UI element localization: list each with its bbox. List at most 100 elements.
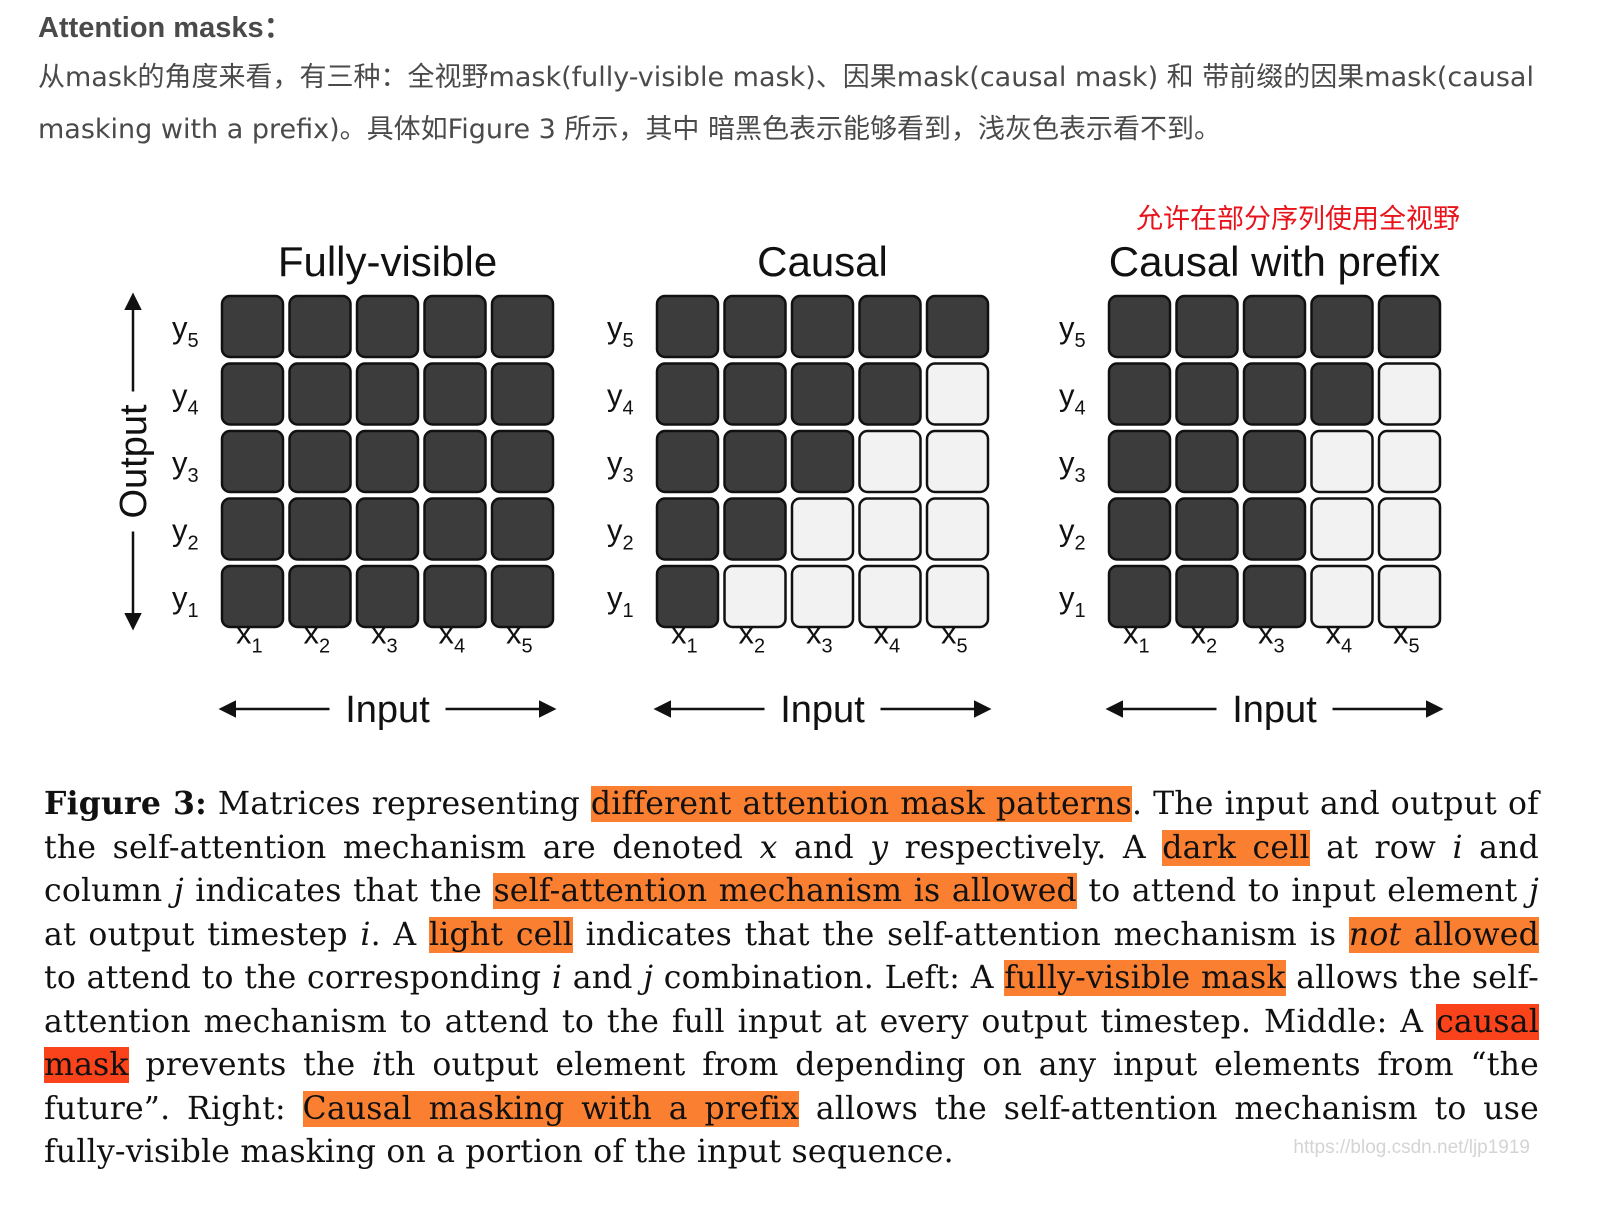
axis-tick-label: y3 — [1059, 445, 1086, 487]
mask-cell-dark — [1107, 294, 1172, 359]
mask-cell-dark — [1107, 429, 1172, 494]
mask-cell-dark — [1175, 564, 1239, 629]
mask-cell-dark — [1242, 497, 1307, 561]
mask-panel: Causal y5 y4 y3 y2 y1 x1 x2 x3 x4 x5 Input — [607, 238, 992, 731]
mask-cell-dark — [288, 362, 352, 426]
mask-cell-dark — [288, 497, 352, 561]
panel-title: Causal with prefix — [1109, 238, 1440, 285]
mask-cell-light — [858, 497, 922, 561]
axis-tick-label: x5 — [1393, 616, 1420, 658]
input-axis-label: Input — [345, 689, 430, 731]
mask-cell-dark — [1107, 497, 1172, 561]
mask-cell-dark — [723, 294, 787, 359]
mask-cell-dark — [490, 294, 555, 359]
mask-cell-dark — [288, 429, 352, 494]
panel-title: Causal — [757, 238, 888, 285]
mask-cell-light — [1310, 564, 1374, 629]
mask-cell-dark — [1310, 294, 1374, 359]
axis-tick-label: y4 — [172, 378, 199, 420]
highlight: different attention mask patterns — [590, 786, 1132, 822]
mask-cell-light — [925, 564, 990, 629]
mask-cell-dark — [490, 564, 555, 629]
axis-tick-label: y3 — [172, 445, 199, 487]
highlight: Causal masking with a prefix — [302, 1090, 800, 1127]
axis-tick-label: x1 — [236, 616, 263, 658]
mask-cell-dark — [355, 429, 420, 494]
watermark: https://blog.csdn.net/ljp1919 — [1293, 1137, 1530, 1158]
mask-cell-light — [790, 564, 855, 629]
mask-cell-light — [1377, 497, 1442, 561]
highlight: not allowed — [1348, 916, 1540, 953]
mask-cell-dark — [220, 294, 285, 359]
mask-cell-dark — [355, 564, 420, 629]
mask-cell-light — [1310, 429, 1374, 494]
highlight: self-attention mechanism is allowed — [493, 873, 1077, 909]
mask-cell-dark — [790, 294, 855, 359]
axis-tick-label: x2 — [304, 616, 331, 658]
axis-tick-label: y5 — [607, 310, 634, 352]
mask-cell-dark — [655, 564, 720, 629]
axis-tick-label: x4 — [439, 616, 466, 658]
mask-cell-dark — [1107, 564, 1172, 629]
mask-cell-dark — [790, 429, 855, 494]
mask-cell-dark — [355, 497, 420, 561]
axis-tick-label: x1 — [671, 616, 698, 658]
mask-cell-dark — [925, 294, 990, 359]
mask-cell-dark — [1175, 497, 1239, 561]
mask-cell-dark — [655, 362, 720, 426]
attention-mask-figure: 允许在部分序列使用全视野 Fully-visible y5 y4 y3 y2 y1 x1 x2… — [113, 204, 1460, 731]
mask-cell-dark — [355, 294, 420, 359]
mask-cell-light — [1310, 497, 1374, 561]
mask-cell-dark — [423, 294, 487, 359]
axis-tick-label: y1 — [1059, 580, 1086, 622]
mask-cell-dark — [490, 497, 555, 561]
mask-cell-dark — [858, 294, 922, 359]
axis-tick-label: y1 — [172, 580, 199, 622]
section-title: Attention masks： — [38, 12, 293, 44]
mask-cell-dark — [1175, 429, 1239, 494]
mask-cell-dark — [220, 564, 285, 629]
section-header: Attention masks： 从mask的角度来看，有三种：全视野mask(… — [38, 8, 1578, 156]
axis-tick-label: x2 — [1191, 616, 1218, 658]
mask-cell-dark — [655, 429, 720, 494]
mask-cell-dark — [423, 429, 487, 494]
mask-cell-light — [790, 497, 855, 561]
mask-cell-light — [858, 429, 922, 494]
mask-cell-dark — [858, 362, 922, 426]
input-axis-label: Input — [780, 689, 865, 731]
output-axis-label: Output — [113, 404, 155, 519]
mask-cell-dark — [490, 429, 555, 494]
axis-tick-label: y2 — [1059, 513, 1086, 555]
mask-cell-dark — [288, 564, 352, 629]
mask-cell-dark — [723, 497, 787, 561]
highlight: dark cell — [1162, 829, 1310, 866]
mask-cell-light — [925, 497, 990, 561]
mask-cell-dark — [490, 362, 555, 426]
mask-cell-light — [925, 362, 990, 426]
mask-cell-dark — [1175, 362, 1239, 426]
mask-cell-dark — [790, 362, 855, 426]
axis-tick-label: x5 — [506, 616, 533, 658]
axis-tick-label: x3 — [806, 616, 833, 658]
axis-tick-label: x2 — [739, 616, 766, 658]
mask-cell-dark — [1242, 564, 1307, 629]
mask-panel: Fully-visible y5 y4 y3 y2 y1 x1 x2 x3 x4 x5 Input Ou… — [113, 238, 557, 731]
axis-tick-label: x4 — [1326, 616, 1353, 658]
mask-cell-dark — [1377, 294, 1442, 359]
mask-cell-dark — [655, 294, 720, 359]
mask-cell-dark — [1242, 429, 1307, 494]
mask-cell-dark — [423, 497, 487, 561]
axis-tick-label: y3 — [607, 445, 634, 487]
axis-tick-label: y5 — [172, 310, 199, 352]
mask-cell-light — [723, 564, 787, 629]
axis-tick-label: y1 — [607, 580, 634, 622]
mask-cell-light — [1377, 429, 1442, 494]
mask-cell-dark — [723, 429, 787, 494]
mask-cell-dark — [355, 362, 420, 426]
panel-title: Fully-visible — [278, 238, 497, 285]
mask-cell-light — [1377, 564, 1442, 629]
mask-cell-dark — [423, 362, 487, 426]
highlight: light cell — [428, 916, 574, 953]
mask-cell-light — [858, 564, 922, 629]
axis-tick-label: x4 — [874, 616, 901, 658]
